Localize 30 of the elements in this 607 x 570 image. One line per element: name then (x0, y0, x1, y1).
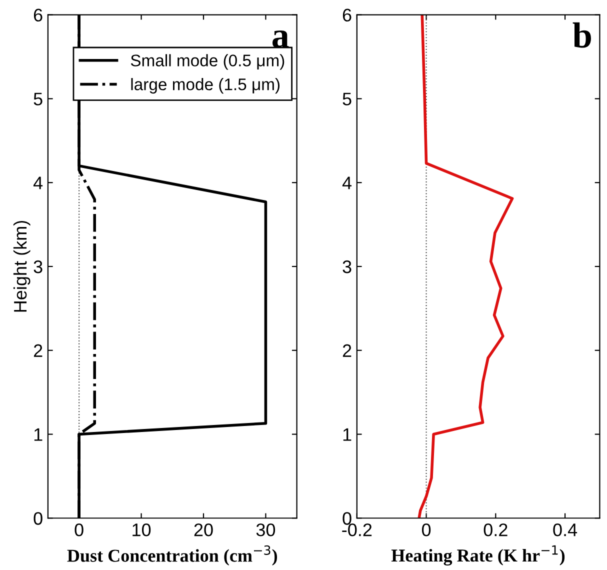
y-tick-label: 2 (34, 344, 42, 357)
x-axis-title: Dust Concentration (cm$^{−3}$) (67, 545, 278, 566)
line-series (418, 14, 514, 518)
y-tick-label: 4 (33, 176, 43, 190)
y-tick-label: 6 (342, 8, 352, 22)
x-tick-label: 0.2 (484, 523, 508, 536)
x-tick-label: 0.4 (553, 523, 578, 536)
x-tick-label: 10 (132, 523, 151, 536)
y-tick-label: 3 (34, 260, 42, 274)
legend-label: Small mode (0.5 μm) (130, 54, 284, 70)
x-tick-label: 30 (256, 523, 276, 536)
y-tick-label: 4 (342, 176, 352, 190)
x-axis-title: Heating Rate (K hr$^{−1}$) (391, 545, 565, 566)
annotation: b (572, 22, 591, 48)
y-tick-label: 0 (34, 512, 42, 525)
y-tick-label: 2 (342, 344, 352, 357)
y-tick-label: 1 (34, 428, 42, 441)
y-axis-title: Height (km) (13, 220, 30, 312)
y-tick-label: 3 (342, 260, 352, 274)
y-tick-label: 5 (342, 92, 352, 106)
annotation: a (272, 30, 289, 48)
x-tick-label: 0 (422, 523, 431, 536)
x-tick-label: -0.2 (342, 523, 372, 536)
y-tick-label: 0 (342, 512, 352, 525)
y-tick-label: 1 (343, 428, 352, 441)
legend-label: large mode (1.5 μm) (131, 78, 280, 94)
y-tick-label: 6 (34, 8, 42, 22)
x-tick-label: 0 (74, 523, 84, 536)
x-tick-label: 20 (194, 523, 213, 536)
y-tick-label: 5 (34, 92, 42, 106)
